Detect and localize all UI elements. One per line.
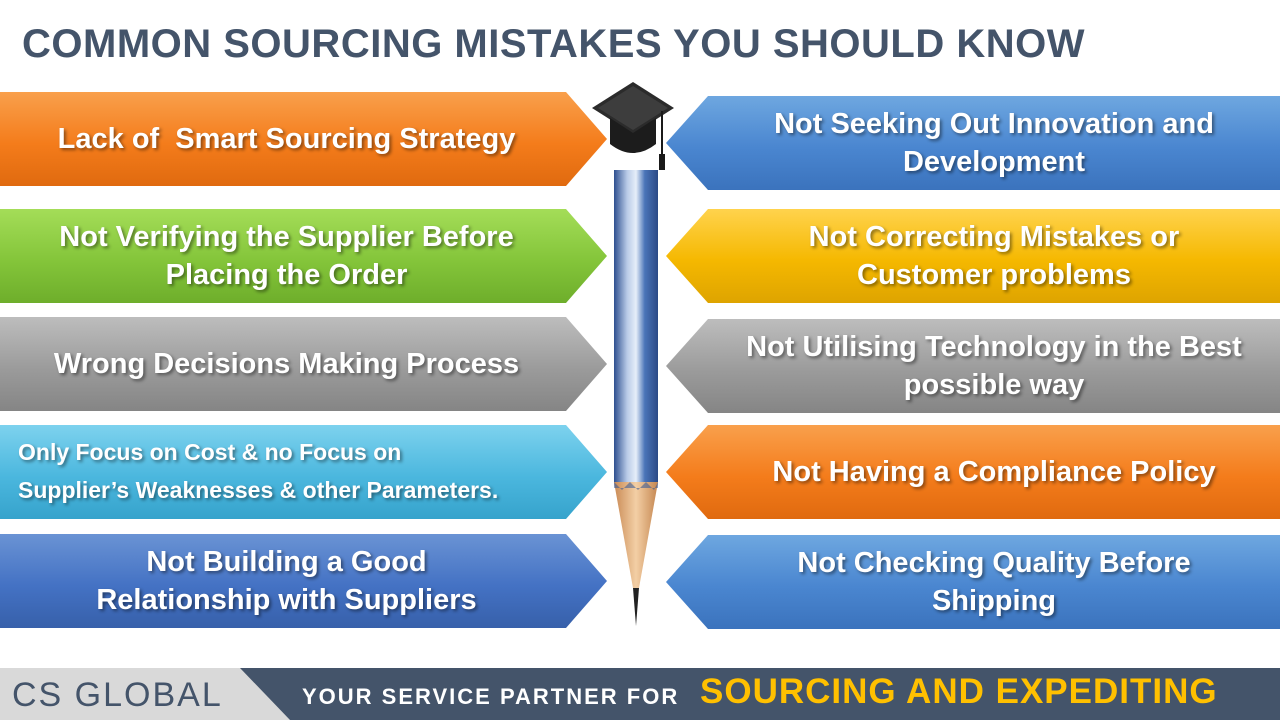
left-item-2-line-2: Placing the Order	[165, 259, 408, 291]
right-item-5-line-2: Shipping	[931, 585, 1056, 617]
left-item-1: Lack of Smart Sourcing Strategy	[0, 92, 607, 186]
left-item-5-line-2: Relationship with Suppliers	[96, 584, 477, 616]
right-item-5: Not Checking Quality Before Shipping	[666, 535, 1280, 629]
right-item-1: Not Seeking Out Innovation and Developme…	[666, 96, 1280, 190]
left-item-3: Wrong Decisions Making Process	[0, 317, 607, 411]
left-item-2: Not Verifying the Supplier Before Placin…	[0, 209, 607, 303]
left-item-3-line-1: Wrong Decisions Making Process	[53, 347, 520, 380]
footer-tagline-accent: SOURCING AND EXPEDITING	[700, 672, 1218, 711]
right-item-4-line-1: Not Having a Compliance Policy	[772, 455, 1216, 488]
right-item-3-line-1: Not Utilising Technology in the Best	[746, 330, 1242, 363]
left-item-4-line-2: Supplier’s Weaknesses & other Parameters…	[18, 477, 499, 503]
left-item-1-line-1: Lack of Smart Sourcing Strategy	[57, 122, 516, 155]
footer: CS GLOBAL YOUR SERVICE PARTNER FOR SOURC…	[0, 668, 1280, 720]
pencil-icon	[592, 82, 674, 626]
right-item-3-line-2: possible way	[903, 369, 1085, 401]
right-item-2-line-1: Not Correcting Mistakes or	[808, 220, 1180, 253]
right-item-3: Not Utilising Technology in the Best pos…	[666, 319, 1280, 413]
left-item-5-line-1: Not Building a Good	[146, 545, 427, 578]
left-item-4: Only Focus on Cost & no Focus on Supplie…	[0, 425, 607, 519]
left-item-2-line-1: Not Verifying the Supplier Before	[59, 220, 514, 253]
brand-name: CS GLOBAL	[12, 676, 223, 714]
left-item-4-line-1: Only Focus on Cost & no Focus on	[18, 439, 402, 466]
left-item-5: Not Building a Good Relationship with Su…	[0, 534, 607, 628]
right-item-4: Not Having a Compliance Policy	[666, 425, 1280, 519]
footer-brand-panel: CS GLOBAL	[0, 668, 290, 720]
right-item-5-line-1: Not Checking Quality Before	[797, 546, 1191, 579]
page-title: COMMON SOURCING MISTAKES YOU SHOULD KNOW	[22, 22, 1085, 66]
right-item-2: Not Correcting Mistakes or Customer prob…	[666, 209, 1280, 303]
right-item-2-line-2: Customer problems	[857, 259, 1131, 291]
graduation-cap-icon	[592, 82, 674, 170]
right-item-1-line-1: Not Seeking Out Innovation and	[774, 107, 1214, 140]
right-item-1-line-2: Development	[902, 146, 1086, 178]
footer-tagline: YOUR SERVICE PARTNER FOR	[302, 684, 680, 709]
